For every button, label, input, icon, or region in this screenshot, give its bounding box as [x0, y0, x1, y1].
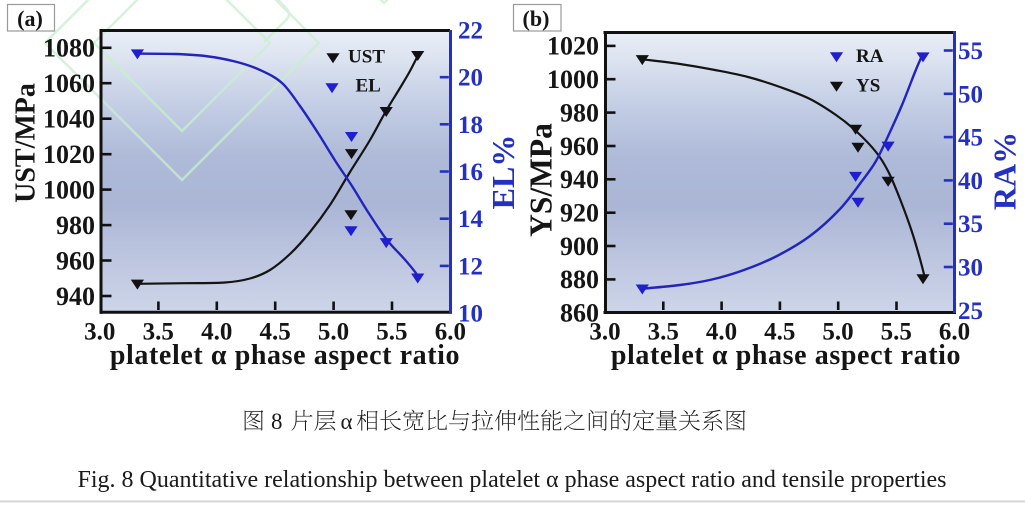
- svg-text:UST/MPa: UST/MPa: [11, 83, 42, 203]
- svg-text:6.0: 6.0: [939, 319, 970, 346]
- svg-text:1040: 1040: [43, 105, 95, 134]
- svg-text:5.0: 5.0: [822, 319, 853, 346]
- svg-text:940: 940: [560, 165, 599, 194]
- svg-text:UST: UST: [348, 47, 385, 68]
- svg-text:18: 18: [458, 112, 483, 139]
- svg-text:3.5: 3.5: [143, 319, 174, 346]
- svg-text:5.5: 5.5: [376, 319, 407, 346]
- svg-text:12: 12: [458, 253, 483, 280]
- svg-text:4.5: 4.5: [259, 319, 290, 346]
- svg-text:4.5: 4.5: [764, 319, 795, 346]
- svg-text:860: 860: [560, 299, 599, 328]
- svg-text:3.5: 3.5: [648, 319, 679, 346]
- svg-text:16: 16: [458, 159, 483, 186]
- svg-text:960: 960: [560, 132, 599, 161]
- svg-text:5.5: 5.5: [881, 319, 912, 346]
- svg-text:YS/MPa: YS/MPa: [524, 123, 559, 237]
- svg-text:20: 20: [458, 65, 483, 92]
- svg-text:45: 45: [958, 125, 983, 152]
- svg-text:30: 30: [958, 255, 983, 282]
- svg-text:35: 35: [958, 211, 983, 238]
- svg-text:920: 920: [560, 199, 599, 228]
- svg-text:platelet α phase aspect ratio: platelet α phase aspect ratio: [110, 340, 460, 371]
- svg-text:RA: RA: [856, 46, 884, 67]
- svg-text:RA%: RA%: [986, 132, 1022, 210]
- svg-text:14: 14: [458, 206, 484, 233]
- svg-text:platelet α phase aspect ratio: platelet α phase aspect ratio: [611, 340, 961, 371]
- svg-text:50: 50: [958, 81, 983, 108]
- svg-text:4.0: 4.0: [706, 319, 737, 346]
- svg-text:1080: 1080: [43, 34, 95, 63]
- svg-text:22: 22: [458, 18, 483, 45]
- svg-text:1000: 1000: [547, 65, 599, 94]
- svg-text:25: 25: [958, 298, 983, 325]
- svg-text:8: 8: [271, 409, 283, 434]
- svg-text:960: 960: [56, 246, 95, 275]
- svg-text:EL: EL: [356, 76, 381, 97]
- svg-text:10: 10: [458, 301, 483, 328]
- svg-text:900: 900: [560, 232, 599, 261]
- svg-text:3.0: 3.0: [84, 319, 115, 346]
- svg-text:40: 40: [958, 168, 983, 195]
- svg-text:EL%: EL%: [485, 135, 521, 210]
- svg-text:1020: 1020: [43, 140, 95, 169]
- svg-text:1060: 1060: [43, 69, 95, 98]
- svg-text:55: 55: [958, 38, 983, 65]
- svg-text:6.0: 6.0: [435, 319, 466, 346]
- svg-text:(b): (b): [523, 6, 550, 31]
- svg-text:980: 980: [560, 98, 599, 127]
- svg-text:1000: 1000: [43, 175, 95, 204]
- svg-text:5.0: 5.0: [318, 319, 349, 346]
- svg-text:Fig. 8 Quantitative relationsh: Fig. 8 Quantitative relationship between…: [78, 467, 947, 493]
- svg-text:3.0: 3.0: [589, 319, 620, 346]
- svg-text:880: 880: [560, 265, 599, 294]
- svg-text:α: α: [341, 409, 353, 434]
- svg-text:940: 940: [56, 282, 95, 311]
- svg-text:4.0: 4.0: [201, 319, 232, 346]
- svg-text:(a): (a): [17, 6, 43, 31]
- svg-text:YS: YS: [856, 76, 880, 97]
- svg-text:980: 980: [56, 211, 95, 240]
- svg-text:1020: 1020: [547, 32, 599, 61]
